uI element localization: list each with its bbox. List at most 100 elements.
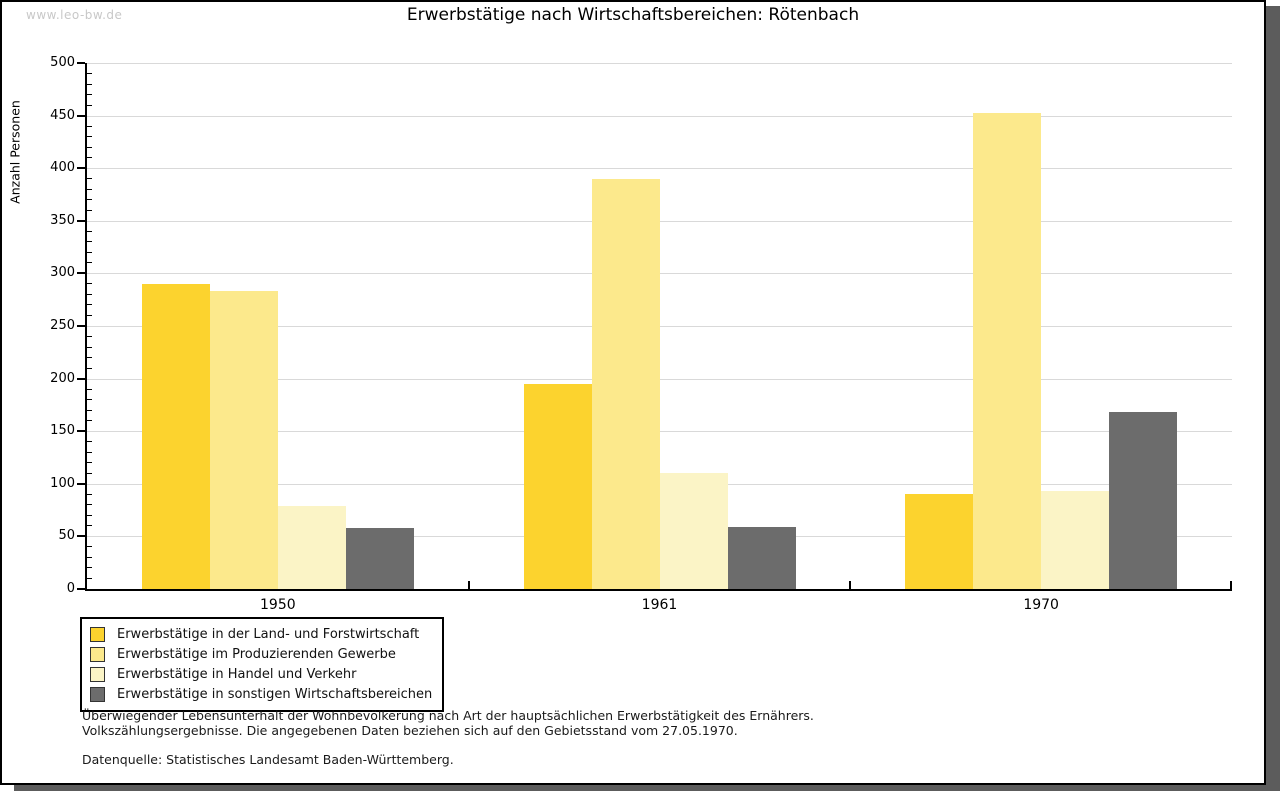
y-minor-tick	[87, 314, 92, 316]
y-minor-tick	[87, 441, 92, 443]
bar-1970-series4	[1109, 412, 1178, 589]
watermark: www.leo-bw.de	[26, 8, 123, 22]
y-minor-tick	[87, 388, 92, 390]
y-minor-tick	[87, 230, 92, 232]
y-major-tick	[77, 482, 85, 485]
gridline-200	[87, 378, 1232, 380]
y-minor-tick	[87, 336, 92, 338]
y-minor-tick	[87, 493, 92, 495]
y-minor-tick	[87, 136, 92, 138]
bar-1961-series1	[523, 383, 592, 589]
y-minor-tick	[87, 262, 92, 264]
y-tick-label-350: 350	[50, 212, 75, 228]
bar-1950-series4	[345, 527, 414, 589]
x-category-label-1950: 1950	[260, 597, 296, 613]
y-minor-tick	[87, 525, 92, 527]
gridline-350	[87, 220, 1232, 222]
bar-1961-series3	[659, 473, 728, 589]
y-minor-tick	[87, 409, 92, 411]
y-tick-label-400: 400	[50, 160, 75, 176]
x-axis-end-tick	[1230, 581, 1232, 589]
gridline-250	[87, 326, 1232, 327]
y-major-tick	[77, 430, 85, 433]
legend-swatch-icon	[90, 666, 105, 682]
y-minor-tick	[87, 472, 92, 474]
y-minor-tick	[87, 251, 92, 253]
gridline-450	[87, 115, 1232, 117]
x-category-label-1970: 1970	[1023, 597, 1059, 613]
y-tick-label-250: 250	[50, 318, 75, 333]
y-major-tick	[77, 272, 85, 275]
y-major-tick	[77, 114, 85, 117]
y-major-tick	[77, 588, 85, 590]
y-minor-tick	[87, 577, 92, 579]
footnote-line-2: Volkszählungsergebnisse. Die angegebenen…	[82, 723, 738, 738]
y-minor-tick	[87, 367, 92, 369]
y-minor-tick	[87, 304, 92, 306]
y-minor-tick	[87, 462, 92, 464]
legend-item: Erwerbstätige in sonstigen Wirtschaftsbe…	[90, 684, 432, 704]
legend-items: Erwerbstätige in der Land- und Forstwirt…	[90, 624, 432, 704]
y-minor-tick	[87, 73, 92, 75]
x-axis-tick	[849, 581, 852, 589]
bar-1961-series4	[727, 526, 796, 589]
gridline-300	[87, 273, 1232, 275]
y-minor-tick	[87, 546, 92, 548]
legend-label: Erwerbstätige in sonstigen Wirtschaftsbe…	[117, 686, 433, 702]
y-tick-label-450: 450	[50, 107, 75, 123]
y-tick-label-200: 200	[50, 370, 75, 386]
chart-title: Erwerbstätige nach Wirtschaftsbereichen:…	[406, 5, 860, 25]
x-axis-tick	[467, 581, 470, 589]
bar-1970-series3	[1041, 491, 1110, 589]
y-tick-label-150: 150	[50, 423, 75, 439]
y-minor-tick	[87, 157, 92, 159]
y-minor-tick	[87, 346, 92, 348]
gridline-500	[87, 63, 1232, 64]
y-minor-tick	[87, 209, 92, 211]
y-minor-tick	[87, 567, 92, 569]
y-major-tick	[77, 167, 85, 170]
footnote-source: Datenquelle: Statistisches Landesamt Bad…	[82, 752, 454, 767]
legend-swatch-icon	[90, 626, 105, 642]
x-category-label-1961: 1961	[641, 597, 678, 613]
gridline-400	[87, 168, 1232, 170]
bar-1970-series1	[905, 494, 974, 589]
y-tick-label-100: 100	[50, 475, 75, 491]
y-minor-tick	[87, 514, 92, 516]
footnotes: Überwiegender Lebensunterhalt der Wohnbe…	[82, 708, 814, 767]
legend-label: Erwerbstätige in Handel und Verkehr	[117, 666, 357, 682]
legend-label: Erwerbstätige im Produzierenden Gewerbe	[117, 646, 396, 662]
y-major-tick	[77, 62, 85, 64]
y-minor-tick	[87, 399, 92, 401]
bar-1950-series1	[141, 283, 210, 589]
legend-swatch-icon	[90, 686, 105, 702]
y-minor-tick	[87, 556, 92, 558]
y-tick-label-50: 50	[58, 528, 75, 544]
y-minor-tick	[87, 241, 92, 243]
gridline-150	[87, 431, 1232, 433]
bar-1961-series2	[591, 178, 660, 589]
y-minor-tick	[87, 293, 92, 295]
legend-label: Erwerbstätige in der Land- und Forstwirt…	[117, 626, 420, 642]
footnote-line-1: Überwiegender Lebensunterhalt der Wohnbe…	[82, 708, 814, 723]
y-minor-tick	[87, 504, 92, 506]
plot-area: 0 50 100 150 200 250 300 350 400 450 500 1950 1961 19…	[50, 55, 1232, 613]
legend-item: Erwerbstätige in Handel und Verkehr	[90, 664, 432, 684]
y-tick-label-0: 0	[66, 581, 75, 596]
y-minor-tick	[87, 451, 92, 453]
bar-1970-series2	[973, 113, 1042, 589]
y-tick-label-300: 300	[50, 265, 75, 281]
legend-item: Erwerbstätige im Produzierenden Gewerbe	[90, 644, 432, 664]
y-major-tick	[77, 325, 85, 327]
legend-item: Erwerbstätige in der Land- und Forstwirt…	[90, 624, 432, 644]
y-minor-tick	[87, 104, 92, 106]
y-major-tick	[77, 377, 85, 380]
y-minor-tick	[87, 199, 92, 201]
y-minor-tick	[87, 188, 92, 190]
y-major-tick	[77, 219, 85, 222]
y-minor-tick	[87, 283, 92, 285]
y-minor-tick	[87, 146, 92, 148]
legend-box: Erwerbstätige in der Land- und Forstwirt…	[80, 617, 445, 712]
legend-swatch-icon	[90, 646, 105, 662]
